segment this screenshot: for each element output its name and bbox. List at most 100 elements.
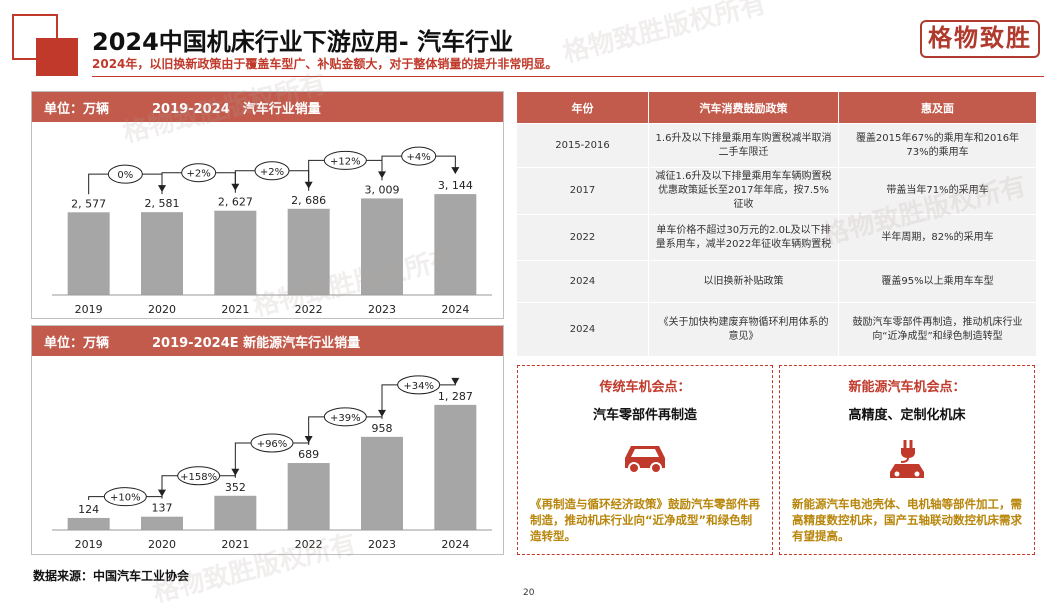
- x-tick-label: 2021: [221, 538, 249, 551]
- bar-value-label: 689: [298, 448, 319, 461]
- chart-bar: [434, 404, 477, 530]
- x-tick-label: 2024: [441, 538, 469, 551]
- box-subtitle: 高精度、定制化机床: [848, 408, 966, 423]
- car-sales-chart: 2, 577 2019 2, 581 2020 2, 627 2021 2, 686 2022…: [52, 146, 492, 316]
- growth-rate-bubble: [397, 375, 441, 395]
- x-tick-label: 2022: [295, 303, 323, 316]
- growth-rate-bubble: [103, 487, 147, 507]
- nev-sales-chart-panel: 单位：万辆 2019-2024E 新能源汽车行业销量 124 2019 137 202…: [31, 325, 504, 555]
- chart-bar: [434, 194, 477, 295]
- growth-rate-label: +12%: [330, 156, 361, 167]
- growth-rate-bubble: [323, 150, 367, 170]
- bar-value-label: 2, 581: [145, 197, 180, 210]
- chart-bar: [141, 516, 183, 530]
- x-tick-label: 2023: [368, 538, 396, 551]
- box-title: 传统车机会点：: [599, 380, 691, 395]
- watermark: 格物致胜版权所有: [560, 0, 770, 69]
- bar-value-label: 958: [372, 422, 393, 435]
- car-sales-chart-panel: 单位：万辆 2019-2024 汽车行业销量 2, 577 2019 2, 581 2…: [31, 91, 504, 319]
- column-header-coverage: 惠及面: [838, 91, 1037, 124]
- growth-rate-bubble: [177, 466, 221, 486]
- table-cell-coverage: 覆盖2015年67%的乘用车和2016年73%的乘用车: [838, 123, 1037, 168]
- page-title: 2024中国机床行业下游应用- 汽车行业: [92, 28, 514, 56]
- chart-bar: [141, 212, 183, 295]
- bar-value-label: 2, 686: [291, 194, 326, 207]
- table-row: 2015-2016 1.6升及以下排量乘用车购置税减半取消二手车限迁 覆盖201…: [516, 123, 1037, 168]
- bar-value-label: 124: [78, 503, 99, 516]
- x-tick-label: 2019: [75, 303, 103, 316]
- chart-title: 2019-2024E 新能源汽车行业销量: [152, 335, 361, 351]
- nev-opportunity-box: 新能源汽车机会点： 高精度、定制化机床 新能源汽车电池壳体、电机轴等部件加工，需…: [779, 365, 1035, 555]
- growth-rate-label: +2%: [260, 167, 284, 178]
- growth-arrowhead: [451, 377, 460, 385]
- growth-rate-label: +96%: [257, 439, 288, 450]
- growth-rate-bubble: [250, 433, 294, 453]
- chart-title: 2019-2024 汽车行业销量: [152, 101, 321, 117]
- page-subtitle: 2024年，以旧换新政策由于覆盖车型广、补贴金额大，对于整体销量的提升非常明显。: [92, 57, 558, 71]
- table-cell-year: 2024: [516, 302, 649, 357]
- table-cell-policy: 《关于加快构建废弃物循环利用体系的意见》: [648, 302, 839, 357]
- column-header-policy: 汽车消费鼓励政策: [648, 91, 839, 124]
- table-row: 2022 单车价格不超过30万元的2.0L及以下排量系用车，减半2022年征收车…: [516, 214, 1037, 261]
- table-cell-coverage: 半年周期，82%的采用车: [838, 214, 1037, 261]
- chart-bar: [287, 208, 330, 295]
- data-source: 数据来源：中国汽车工业协会: [33, 569, 190, 583]
- chart-unit-label: 单位：万辆: [44, 335, 110, 351]
- bar-value-label: 2, 577: [71, 197, 106, 210]
- policy-table: 年份 汽车消费鼓励政策 惠及面 2015-2016 1.6升及以下排量乘用车购置…: [516, 91, 1037, 357]
- corner-decoration-outline: [12, 14, 58, 60]
- growth-rate-bubble: [107, 164, 143, 184]
- car-icon: [621, 438, 669, 478]
- table-row: 2017 减征1.6升及以下排量乘用车车辆购置税优惠政策延长至2017年年底，按…: [516, 167, 1037, 215]
- table-cell-policy: 单车价格不超过30万元的2.0L及以下排量系用车，减半2022年征收车辆购置税: [648, 214, 839, 261]
- chart-bar: [214, 495, 257, 530]
- growth-rate-label: +4%: [407, 152, 431, 163]
- growth-rate-label: +34%: [403, 381, 434, 392]
- growth-rate-bubble: [254, 161, 290, 181]
- chart-bar: [287, 463, 330, 530]
- box-title: 新能源汽车机会点：: [848, 380, 966, 395]
- bar-value-label: 2, 627: [218, 196, 253, 209]
- corner-decoration-fill: [36, 38, 78, 76]
- chart-bar: [361, 198, 403, 295]
- table-cell-coverage: 带盖当年71%的采用车: [838, 167, 1037, 215]
- x-tick-label: 2022: [295, 538, 323, 551]
- x-tick-label: 2023: [368, 303, 396, 316]
- x-tick-label: 2020: [148, 303, 176, 316]
- table-cell-coverage: 覆盖95%以上乘用车车型: [838, 260, 1037, 303]
- bar-value-label: 1, 287: [438, 390, 473, 403]
- x-tick-label: 2024: [441, 303, 469, 316]
- table-cell-coverage: 鼓励汽车零部件再制造，推动机床行业向“近净成型”和绿色制造转型: [838, 302, 1037, 357]
- bar-value-label: 3, 144: [438, 179, 473, 192]
- chart-bar: [67, 212, 110, 295]
- table-cell-policy: 减征1.6升及以下排量乘用车车辆购置税优惠政策延长至2017年年底，按7.5%征…: [648, 167, 839, 215]
- growth-rate-bubble: [401, 146, 437, 166]
- growth-arrowhead: [451, 167, 460, 175]
- chart-unit-label: 单位：万辆: [44, 101, 110, 117]
- box-subtitle: 汽车零部件再制造: [592, 408, 697, 423]
- table-cell-year: 2024: [516, 260, 649, 303]
- traditional-car-opportunity-box: 传统车机会点： 汽车零部件再制造 《再制造与循环经济政策》鼓励汽车零部件再制造，…: [517, 365, 773, 555]
- car-sales-chart-header: 单位：万辆 2019-2024 汽车行业销量: [32, 92, 503, 122]
- nev-sales-chart-header: 单位：万辆 2019-2024E 新能源汽车行业销量: [32, 326, 503, 356]
- x-tick-label: 2020: [148, 538, 176, 551]
- table-row: 2024 《关于加快构建废弃物循环利用体系的意见》 鼓励汽车零部件再制造，推动机…: [516, 302, 1037, 357]
- column-header-year: 年份: [516, 91, 649, 124]
- chart-bar: [214, 210, 257, 295]
- x-tick-label: 2019: [75, 538, 103, 551]
- growth-rate-label: +39%: [330, 413, 361, 424]
- table-header-row: 年份 汽车消费鼓励政策 惠及面: [516, 91, 1037, 124]
- table-cell-year: 2015-2016: [516, 123, 649, 168]
- ev-charging-car-icon: [887, 438, 927, 484]
- x-tick-label: 2021: [221, 303, 249, 316]
- bar-value-label: 137: [152, 502, 173, 515]
- table-cell-policy: 以旧换新补贴政策: [648, 260, 839, 303]
- growth-rate-label: +158%: [180, 472, 217, 483]
- page-number: 20: [523, 588, 535, 598]
- growth-rate-label: 0%: [117, 170, 133, 181]
- growth-rate-label: +10%: [110, 493, 141, 504]
- nev-sales-chart: 124 2019 137 2020 352 2021 689 2022 958 2023 1, 28…: [52, 375, 492, 551]
- table-cell-year: 2017: [516, 167, 649, 215]
- chart-bar: [361, 436, 403, 530]
- growth-rate-bubble: [181, 163, 217, 183]
